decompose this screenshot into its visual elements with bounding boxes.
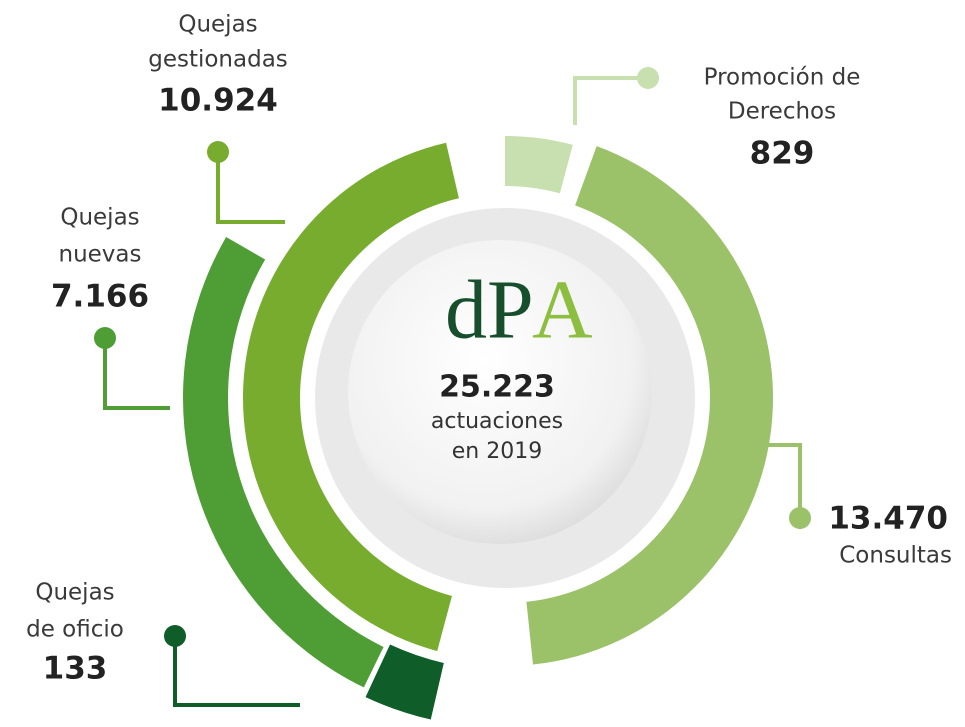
- logo: P: [487, 263, 534, 356]
- connector: [216, 152, 285, 224]
- caption: actuaciones: [431, 409, 563, 434]
- dot: [789, 507, 811, 529]
- logo: d: [445, 263, 487, 356]
- dot: [637, 67, 659, 89]
- value: 13.470: [828, 501, 948, 537]
- label: Quejas: [35, 580, 114, 606]
- value: 7.166: [51, 279, 149, 315]
- label: Promoción de: [704, 65, 861, 91]
- label: Quejas: [60, 205, 139, 231]
- caption: en 2019: [452, 439, 542, 464]
- label: de oficio: [26, 617, 124, 643]
- ring-segment: [365, 644, 444, 720]
- connector: [103, 338, 170, 410]
- center-disc: [348, 240, 652, 544]
- connector: [573, 76, 648, 125]
- label: gestionadas: [148, 47, 288, 73]
- ring-segment: [505, 136, 573, 194]
- total: 25.223: [439, 370, 555, 405]
- ring-segment: [243, 142, 459, 652]
- value: 10.924: [158, 83, 278, 119]
- logo: A: [532, 263, 593, 356]
- label: Consultas: [839, 543, 952, 569]
- dot: [164, 625, 186, 647]
- connector: [745, 443, 802, 518]
- value: 829: [750, 136, 815, 172]
- value: 133: [43, 651, 108, 687]
- dot: [207, 141, 229, 163]
- connector: [173, 636, 300, 707]
- ring-segment: [526, 146, 773, 665]
- label: nuevas: [59, 242, 142, 268]
- dot: [94, 327, 116, 349]
- ring-segment: [183, 237, 384, 688]
- label: Derechos: [728, 99, 836, 125]
- label: Quejas: [178, 12, 257, 38]
